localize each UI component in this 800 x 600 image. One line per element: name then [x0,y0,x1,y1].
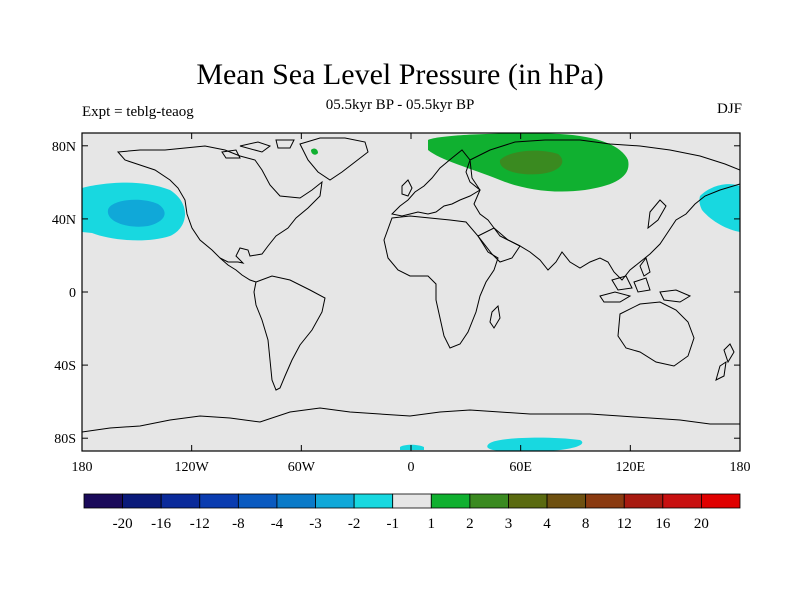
lat-tick-label: 40S [54,359,76,374]
colorbar-label: -2 [348,516,361,532]
strong-positive-anomaly-siberia [499,150,563,175]
coastline-antarctica [82,407,740,433]
colorbar-label: -8 [232,516,245,532]
colorbar-swatch [83,493,123,509]
colorbar-swatch [122,493,162,509]
coastline-central-america [219,257,257,283]
colorbar-swatch [353,493,394,509]
lon-tick-label: 60W [288,460,316,475]
colorbar-swatch [392,493,432,509]
colorbar-label: -20 [113,516,133,532]
lon-tick-label: 180 [72,460,93,475]
colorbar-swatch [508,493,548,509]
lon-tick-label: 180 [730,460,751,475]
colorbar-label: 4 [543,516,551,532]
colorbar-swatch [160,493,201,509]
coastline-asia [469,139,740,281]
lon-tick-label: 120E [616,460,646,475]
coastline-africa [383,215,499,349]
plot-title: Mean Sea Level Pressure (in hPa) [196,58,604,91]
colorbar-label: 1 [428,516,436,532]
lat-tick-label: 80S [54,432,76,447]
colorbar-label: 2 [466,516,474,532]
colorbar-swatch [662,493,702,509]
colorbar-swatch [315,493,355,509]
map-background [82,133,740,451]
plot-subtitle-season: DJF [716,101,742,117]
coastline-greenland [299,137,369,181]
coastline-arabia [477,227,521,263]
colorbar-swatch [276,493,316,509]
anomaly-fields [82,133,740,451]
colorbar-label: -12 [190,516,210,532]
colorbar-label: -1 [386,516,399,532]
coastline-arctic-islands [221,139,295,159]
colorbar-swatch [585,493,625,509]
colorbar-swatch [546,493,587,509]
map-axes: 80N 40N 0 40S 80S 180 120W 60W 0 60E 120E 180 [52,133,751,475]
coastline-british-isles [401,179,413,197]
coastline-indonesia [599,256,651,303]
colorbar-swatch [430,493,471,509]
colorbar-label: 20 [694,516,709,532]
coastline-north-america [116,145,323,264]
negative-anomaly-southern-ocean [487,437,583,451]
lon-tick-label: 60E [509,460,532,475]
colorbar-label: 3 [505,516,513,532]
coastline-japan [647,199,667,230]
colorbar-label: 8 [582,516,590,532]
positive-anomaly-greenland-spot [311,148,318,155]
colorbar-label: -16 [151,516,171,532]
strong-negative-anomaly-north-pacific [107,199,165,227]
lon-tick-label: 120W [175,460,210,475]
coastlines [82,137,740,433]
plot-subtitle-experiment: Expt = teblg-teaog [82,104,194,120]
colorbar-label: -3 [309,516,322,532]
colorbar-swatch [701,493,741,509]
lat-tick-label: 0 [69,286,76,301]
lon-tick-label: 0 [408,460,415,475]
colorbar-label: -4 [271,516,284,532]
negative-anomaly-southern-ocean-small [400,444,424,450]
colorbar-swatch [623,493,664,509]
coastline-madagascar [489,304,501,329]
colorbar-swatch [237,493,278,509]
coastline-new-zealand [715,343,735,381]
plot-subtitle-period: 05.5kyr BP - 05.5kyr BP [325,97,475,113]
colorbar-swatch [199,493,239,509]
negative-anomaly-west-pacific [699,184,740,232]
coastline-south-america [253,275,326,391]
colorbar-label: 12 [617,516,632,532]
lat-tick-label: 80N [52,140,76,155]
coastline-new-guinea [659,289,692,303]
colorbar: -20 -16 -12 -8 -4 -3 -2 -1 1 2 3 4 8 12 16 20 [83,493,741,532]
coastline-europe [390,149,481,217]
coastline-australia [617,301,695,367]
colorbar-label: 16 [655,516,671,532]
colorbar-swatch [469,493,509,509]
lat-tick-label: 40N [52,213,76,228]
